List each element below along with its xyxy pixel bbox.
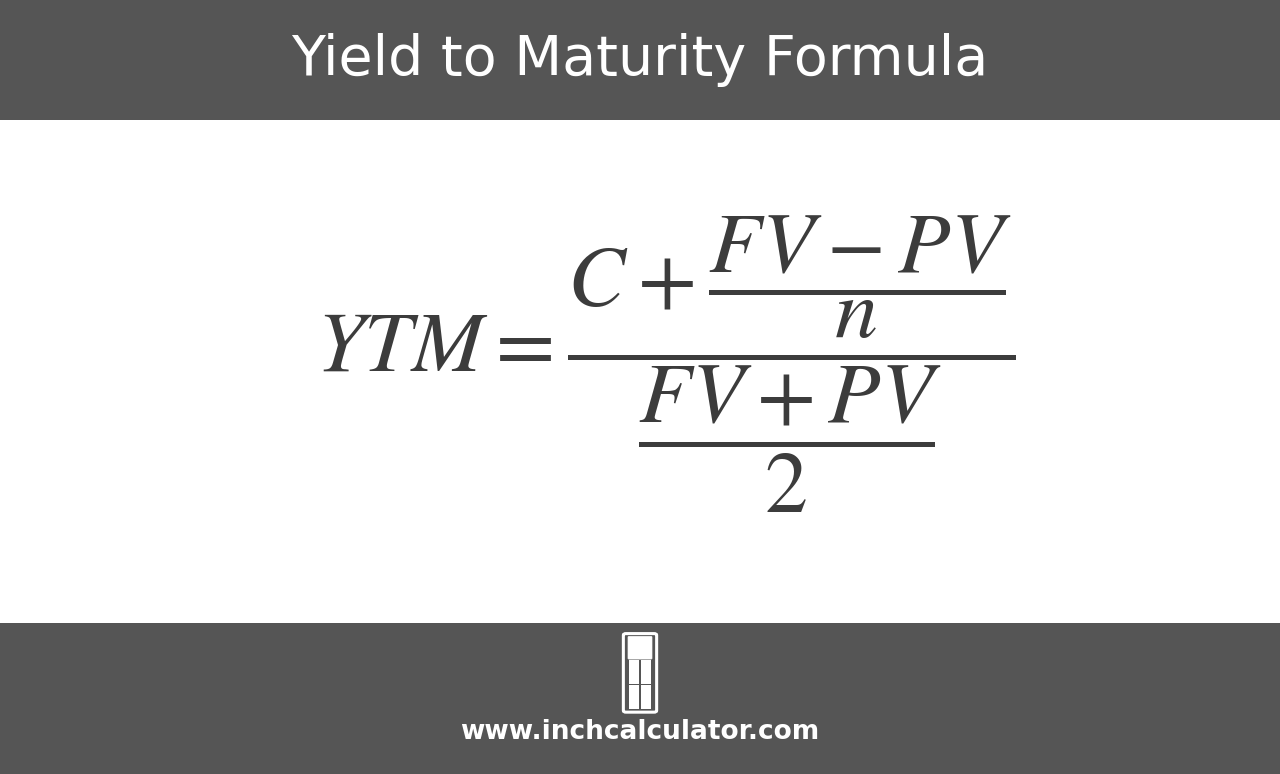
Bar — [630, 685, 639, 708]
Bar — [641, 685, 650, 708]
Bar — [641, 660, 650, 684]
FancyBboxPatch shape — [628, 636, 652, 659]
FancyBboxPatch shape — [623, 634, 657, 712]
Bar — [0, 623, 1280, 774]
Bar — [630, 660, 639, 684]
Bar — [0, 0, 1280, 120]
Text: Yield to Maturity Formula: Yield to Maturity Formula — [292, 33, 988, 87]
Text: $\mathit{YTM} = \dfrac{\mathit{C} + \dfrac{\mathit{FV}-\mathit{PV}}{\mathit{n}}}: $\mathit{YTM} = \dfrac{\mathit{C} + \dfr… — [316, 213, 1015, 515]
Text: www.inchcalculator.com: www.inchcalculator.com — [461, 719, 819, 745]
